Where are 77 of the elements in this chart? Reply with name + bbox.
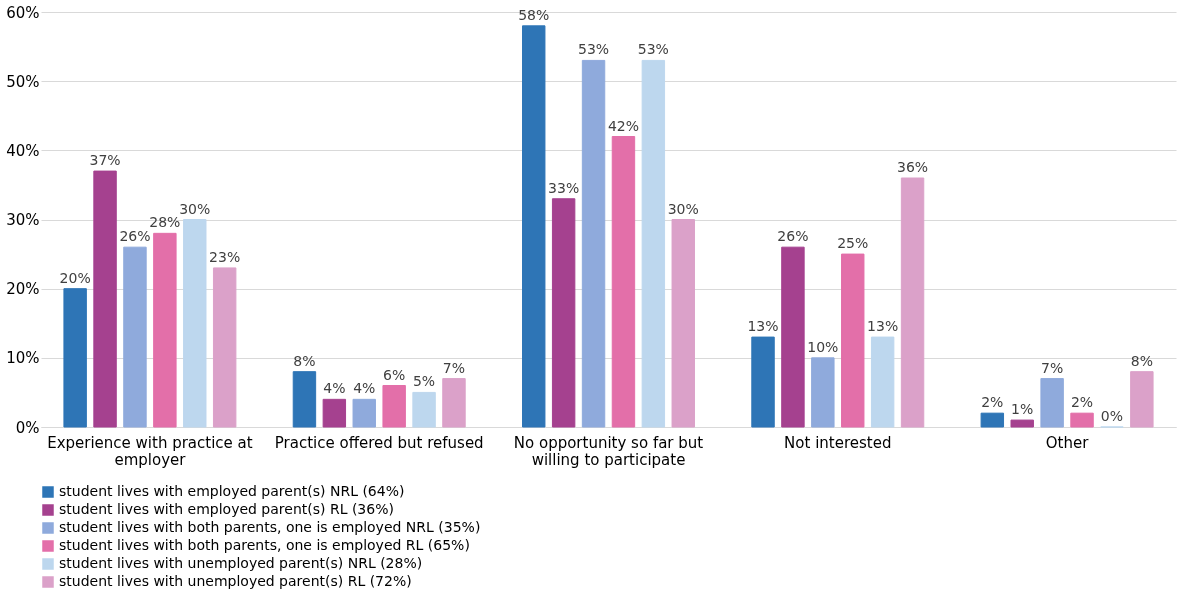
bar (870, 336, 895, 428)
bar (781, 246, 805, 428)
data-label: 5% (412, 373, 436, 390)
x-tick-label: No opportunity so far but willing to participate (513, 433, 704, 469)
x-tick-label: Experience with practice at employer (47, 433, 253, 469)
x-tick-label: Practice offered but refused (274, 433, 484, 452)
data-label: 10% (807, 338, 839, 355)
bar (442, 378, 466, 428)
data-label: 28% (149, 214, 181, 231)
bar (153, 232, 177, 428)
data-label: 26% (777, 228, 809, 245)
bar (183, 219, 207, 428)
data-label: 53% (577, 41, 610, 58)
bar (811, 357, 835, 428)
bar (581, 59, 606, 428)
bar (611, 136, 636, 428)
data-label: 6% (383, 366, 406, 383)
data-label: 36% (897, 159, 929, 175)
data-label: 7% (442, 359, 466, 376)
data-label: 1% (1011, 401, 1034, 418)
bar (1070, 412, 1094, 428)
data-label: 58% (518, 6, 550, 23)
y-tick-label: 40% (6, 141, 40, 160)
y-tick-label: 60% (6, 3, 40, 22)
data-label: 2% (981, 394, 1004, 411)
data-label: 4% (353, 380, 376, 397)
data-label: 8% (293, 352, 316, 369)
y-tick-label: 0% (15, 418, 40, 437)
legend-label: student lives with unemployed parent(s) RL (72%) (59, 573, 412, 589)
bar (123, 246, 147, 428)
data-label: 26% (119, 228, 151, 245)
legend-label: student lives with both parents, one is employed NRL (35%) (59, 519, 481, 535)
bar (1010, 419, 1034, 428)
data-label: 20% (59, 269, 91, 286)
data-label: 53% (637, 41, 669, 58)
data-label: 33% (548, 179, 580, 196)
legend-label: student lives with employed parent(s) RL (36%) (59, 501, 394, 517)
bar (671, 219, 695, 428)
bar (63, 288, 87, 428)
data-label: 7% (1041, 359, 1064, 376)
bar (352, 398, 376, 428)
data-label: 30% (667, 200, 699, 217)
bar (751, 336, 775, 428)
data-label: 13% (747, 318, 779, 335)
y-tick-label: 50% (6, 72, 40, 91)
bar (551, 198, 576, 428)
y-tick-label: 30% (6, 211, 40, 229)
bar (292, 371, 317, 428)
data-label: 30% (179, 200, 211, 217)
bar (1130, 371, 1154, 428)
bar (382, 385, 406, 428)
data-label: 13% (867, 318, 899, 335)
bar (322, 398, 347, 428)
bar (841, 253, 865, 428)
legend-label: student lives with both parents, one is employed RL (65%) (59, 537, 470, 553)
x-tick-label: Other (1045, 433, 1090, 452)
data-label: 0% (1100, 408, 1124, 424)
bar (980, 412, 1005, 428)
data-label: 23% (209, 248, 241, 265)
bar (641, 59, 666, 428)
data-label: 42% (607, 117, 640, 134)
bar (900, 177, 925, 428)
legend-label: student lives with employed parent(s) NRL (64%) (59, 483, 405, 499)
data-label: 37% (89, 152, 121, 169)
bar (412, 391, 436, 428)
bar (522, 25, 546, 428)
bar (212, 267, 237, 428)
bar (93, 170, 117, 428)
x-tick-label: Not interested (784, 433, 892, 452)
data-label: 4% (323, 380, 346, 397)
bar (1040, 378, 1064, 428)
y-tick-label: 10% (6, 349, 40, 368)
data-label: 25% (837, 235, 869, 252)
legend-label: student lives with unemployed parent(s) NRL (28%) (59, 555, 423, 571)
y-tick-label: 20% (6, 280, 40, 299)
data-label: 2% (1070, 394, 1094, 411)
data-label: 8% (1130, 352, 1153, 369)
